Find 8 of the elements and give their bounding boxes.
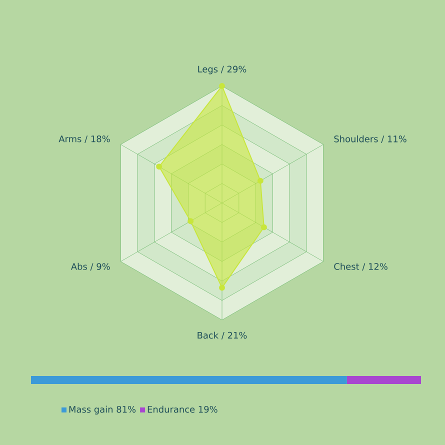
spoke-label: Abs / 9% [70,262,110,271]
spoke-label: Chest / 12% [334,262,388,271]
legend-label: Mass gain 81% [69,406,136,414]
spoke-label: Legs / 29% [198,66,246,74]
legend-label: Endurance 19% [148,406,218,413]
spoke-label: Arms / 18% [58,135,110,143]
spoke-label: Shoulders / 11% [334,135,406,144]
spoke-label: Back / 21% [198,332,247,340]
